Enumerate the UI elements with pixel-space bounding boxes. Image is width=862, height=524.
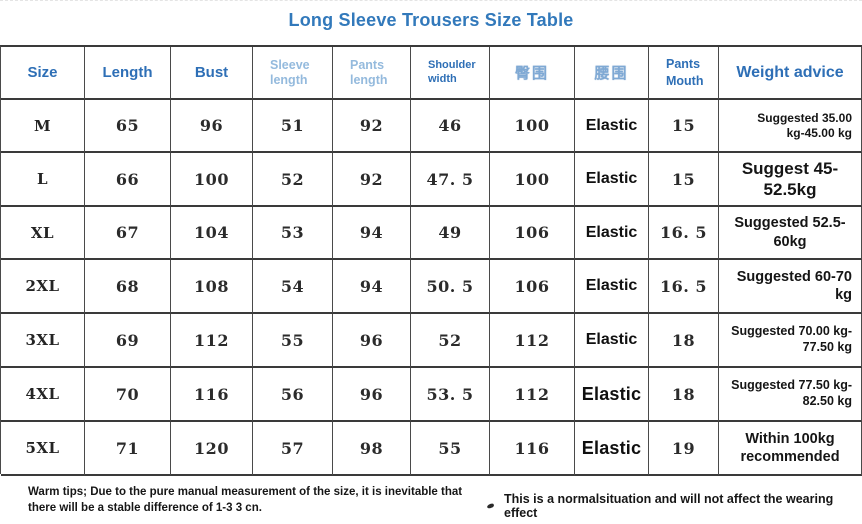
table-cell: 3XL — [1, 314, 85, 368]
column-header: 腰围 — [575, 47, 649, 100]
table-cell: Suggested 60-70 kg — [719, 260, 862, 314]
table-cell: 16. 5 — [649, 260, 719, 314]
table-cell: 94 — [333, 207, 411, 260]
column-header: Sleeve length — [253, 47, 333, 100]
table-cell: 70 — [85, 368, 171, 422]
table-cell: Within 100kg recommended — [719, 422, 862, 476]
table-cell: 112 — [490, 368, 575, 422]
table-cell: 69 — [85, 314, 171, 368]
table-cell: 18 — [649, 368, 719, 422]
table-cell: 106 — [490, 260, 575, 314]
table-cell: 51 — [253, 100, 333, 153]
table-cell: 55 — [253, 314, 333, 368]
table-cell: Suggested 70.00 kg- 77.50 kg — [719, 314, 862, 368]
size-table: Size Length Bust Sleeve length Pants length S… — [0, 45, 862, 476]
table-cell: 96 — [333, 368, 411, 422]
table-cell: Suggest 45-52.5kg — [719, 153, 862, 207]
table-cell: 66 — [85, 153, 171, 207]
table-cell: 100 — [171, 153, 253, 207]
table-cell: 52 — [253, 153, 333, 207]
table-cell: 18 — [649, 314, 719, 368]
column-header: Shoulder width — [411, 47, 490, 100]
table-cell: 67 — [85, 207, 171, 260]
table-cell: 92 — [333, 100, 411, 153]
table-cell: 50. 5 — [411, 260, 490, 314]
table-cell: 53. 5 — [411, 368, 490, 422]
speck-icon — [486, 503, 495, 509]
table-cell: 68 — [85, 260, 171, 314]
table-cell: Elastic — [575, 153, 649, 207]
table-cell: 108 — [171, 260, 253, 314]
table-cell: 54 — [253, 260, 333, 314]
table-cell: 96 — [171, 100, 253, 153]
table-cell: Elastic — [575, 207, 649, 260]
table-cell: 15 — [649, 100, 719, 153]
table-cell: 55 — [411, 422, 490, 476]
table-cell: XL — [1, 207, 85, 260]
table-cell: 56 — [253, 368, 333, 422]
table-cell: 112 — [490, 314, 575, 368]
table-cell: M — [1, 100, 85, 153]
table-cell: 19 — [649, 422, 719, 476]
page-title: Long Sleeve Trousers Size Table — [288, 10, 574, 30]
table-cell: 100 — [490, 100, 575, 153]
table-cell: 71 — [85, 422, 171, 476]
column-header: Size — [1, 47, 85, 100]
table-cell: 112 — [171, 314, 253, 368]
table-cell: 57 — [253, 422, 333, 476]
table-cell: 116 — [490, 422, 575, 476]
table-cell: 16. 5 — [649, 207, 719, 260]
table-cell: 65 — [85, 100, 171, 153]
table-cell: 106 — [490, 207, 575, 260]
column-header: Weight advice — [719, 47, 862, 100]
column-header: Pants Mouth — [649, 47, 719, 100]
table-cell: 53 — [253, 207, 333, 260]
table-cell: 104 — [171, 207, 253, 260]
footer-note-right: This is a normalsituation and will not a… — [504, 492, 834, 520]
table-cell: Suggested 77.50 kg- 82.50 kg — [719, 368, 862, 422]
table-cell: 52 — [411, 314, 490, 368]
table-cell: Elastic — [575, 368, 649, 422]
table-cell: L — [1, 153, 85, 207]
footer-note-left: Warm tips; Due to the pure manual measur… — [28, 486, 463, 514]
table-cell: 5XL — [1, 422, 85, 476]
table-cell: 4XL — [1, 368, 85, 422]
table-cell: 100 — [490, 153, 575, 207]
table-cell: 116 — [171, 368, 253, 422]
column-header: Pants length — [333, 47, 411, 100]
table-cell: Elastic — [575, 260, 649, 314]
column-header: 臀围 — [490, 47, 575, 100]
table-cell: 98 — [333, 422, 411, 476]
table-cell: 92 — [333, 153, 411, 207]
column-header: Length — [85, 47, 171, 100]
table-cell: Elastic — [575, 314, 649, 368]
table-cell: 15 — [649, 153, 719, 207]
table-cell: Elastic — [575, 100, 649, 153]
table-cell: Suggested 52.5-60kg — [719, 207, 862, 260]
table-cell: Elastic — [575, 422, 649, 476]
table-cell: 120 — [171, 422, 253, 476]
table-cell: 96 — [333, 314, 411, 368]
table-cell: 47. 5 — [411, 153, 490, 207]
column-header: Bust — [171, 47, 253, 100]
table-cell: Suggested 35.00 kg-45.00 kg — [719, 100, 862, 153]
table-cell: 94 — [333, 260, 411, 314]
table-cell: 49 — [411, 207, 490, 260]
table-cell: 2XL — [1, 260, 85, 314]
table-cell: 46 — [411, 100, 490, 153]
